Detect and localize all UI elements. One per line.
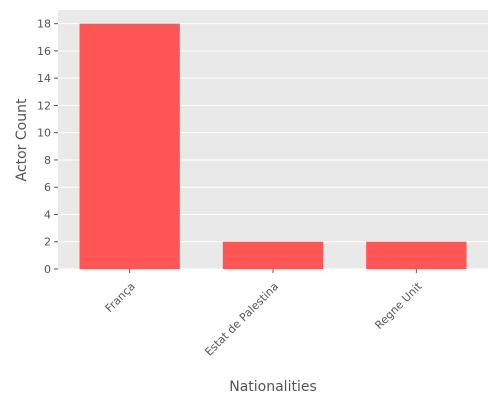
y-tick-label: 14	[37, 72, 51, 85]
y-tick-label: 8	[44, 154, 51, 167]
x-axis-title: Nationalities	[229, 379, 317, 395]
y-tick-label: 12	[37, 99, 51, 112]
y-tick-label: 6	[44, 181, 51, 194]
bar	[222, 241, 324, 269]
y-tick-label: 2	[44, 236, 51, 249]
x-axis-ticks: França Estat de Palestina Regne Unit	[103, 269, 425, 359]
x-tick-label: Regne Unit	[372, 279, 424, 331]
y-axis-title: Actor Count	[14, 98, 30, 181]
bar	[79, 23, 180, 270]
y-tick-label: 0	[44, 263, 51, 276]
x-tick-label: França	[103, 280, 138, 315]
y-tick-label: 10	[37, 127, 51, 140]
y-tick-label: 4	[44, 208, 51, 221]
y-tick-label: 16	[37, 45, 51, 58]
bar	[366, 241, 467, 269]
y-axis-ticks: 0 2 4 6 8 10 12 14 16 18	[37, 18, 58, 276]
bars	[79, 23, 467, 270]
x-tick-label: Estat de Palestina	[202, 280, 281, 359]
y-tick-label: 18	[37, 18, 51, 31]
